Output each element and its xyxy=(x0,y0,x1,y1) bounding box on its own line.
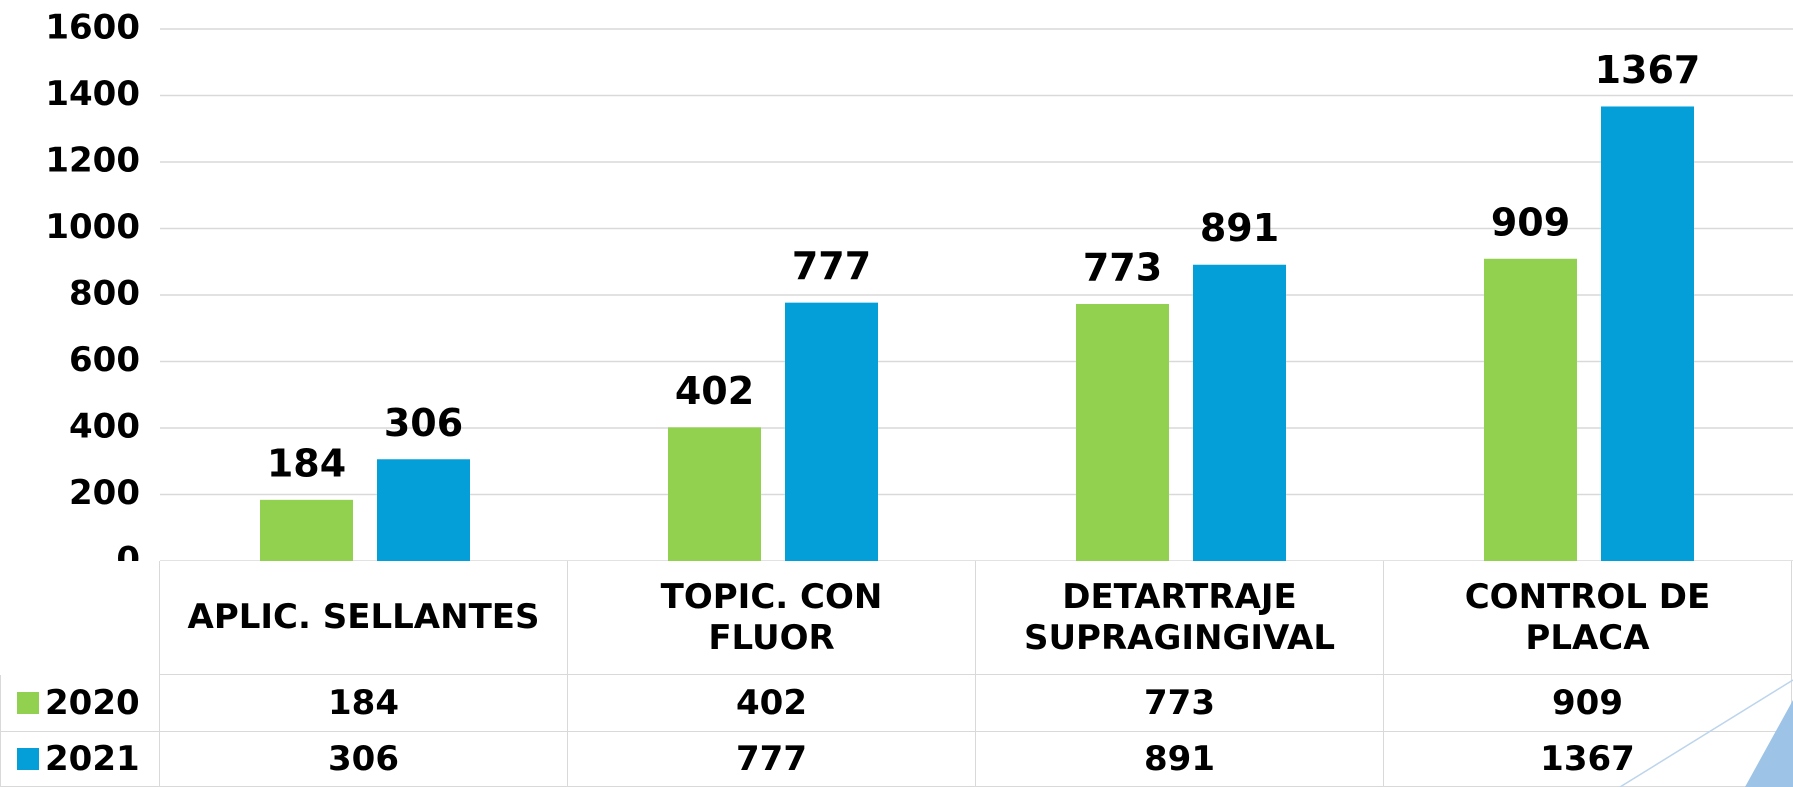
y-tick-label: 400 xyxy=(69,407,140,447)
legend-entry: 2021 xyxy=(0,732,160,787)
bar xyxy=(1484,258,1577,561)
table-value: 402 xyxy=(568,675,976,732)
table-value: 777 xyxy=(568,732,976,787)
bar xyxy=(1601,106,1694,561)
y-tick-label: 0 xyxy=(116,540,140,562)
table-value: 184 xyxy=(160,675,568,732)
table-value: 891 xyxy=(976,732,1384,787)
bar xyxy=(377,459,470,561)
data-label: 909 xyxy=(1491,200,1570,244)
data-label: 1367 xyxy=(1595,48,1701,92)
data-label: 402 xyxy=(675,369,754,413)
data-label: 773 xyxy=(1083,245,1162,289)
bar xyxy=(668,427,761,561)
bar xyxy=(1193,264,1286,561)
plot: 0 200 400 600 800 1000 1200 1400 1600 184 306 402 77… xyxy=(45,8,1793,562)
y-tick-label: 1600 xyxy=(45,8,140,48)
bar xyxy=(260,499,353,561)
legend-swatch xyxy=(17,748,39,770)
data-table: APLIC. SELLANTES TOPIC. CON FLUOR DETARTRA… xyxy=(0,561,1792,787)
y-tick-label: 600 xyxy=(69,340,140,380)
table-value: 909 xyxy=(1384,675,1792,732)
data-label: 777 xyxy=(792,244,871,288)
x-tick-label: TOPIC. CON FLUOR xyxy=(568,561,976,675)
y-tick-label: 1000 xyxy=(45,207,140,247)
bar xyxy=(1076,303,1169,561)
data-label: 184 xyxy=(267,441,346,485)
data-label: 891 xyxy=(1200,206,1279,250)
data-label: 306 xyxy=(384,401,463,445)
y-tick-label: 200 xyxy=(69,473,140,513)
legend-label: 2020 xyxy=(45,682,140,723)
table-value: 773 xyxy=(976,675,1384,732)
x-tick-label: DETARTRAJE SUPRAGINGIVAL xyxy=(976,561,1384,675)
legend-label: 2021 xyxy=(45,738,140,779)
table-corner xyxy=(0,561,160,675)
y-tick-label: 800 xyxy=(69,274,140,314)
y-tick-label: 1200 xyxy=(45,141,140,181)
table-value: 1367 xyxy=(1384,732,1792,787)
bar xyxy=(785,302,878,561)
table-value: 306 xyxy=(160,732,568,787)
legend-entry: 2020 xyxy=(0,675,160,732)
x-tick-label: APLIC. SELLANTES xyxy=(160,561,568,675)
legend-swatch xyxy=(17,692,39,714)
y-tick-label: 1400 xyxy=(45,74,140,114)
x-tick-label: CONTROL DE PLACA xyxy=(1384,561,1792,675)
